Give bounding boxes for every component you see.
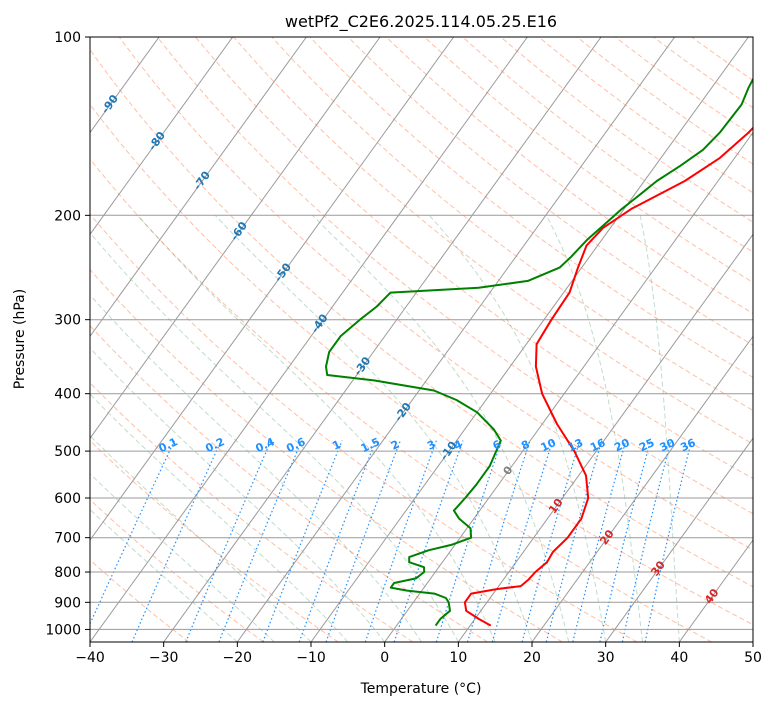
y-tick-label: 400 [54, 387, 81, 403]
y-tick-label: 100 [54, 30, 81, 46]
chart-title: wetPf2_C2E6.2025.114.05.25.E16 [285, 12, 557, 32]
x-tick-label: 20 [523, 650, 541, 666]
x-tick-label: 10 [449, 650, 467, 666]
x-axis-label: Temperature (°C) [360, 681, 482, 697]
y-tick-label: 800 [54, 565, 81, 581]
y-tick-label: 600 [54, 491, 81, 507]
x-tick-label: 30 [597, 650, 615, 666]
x-tick-label: 50 [744, 650, 762, 666]
y-tick-label: 900 [54, 595, 81, 611]
x-tick-label: 0 [380, 650, 389, 666]
x-tick-label: 40 [670, 650, 688, 666]
x-tick-label: −30 [149, 650, 179, 666]
x-tick-label: −10 [296, 650, 326, 666]
y-tick-label: 200 [54, 208, 81, 224]
y-axis-label: Pressure (hPa) [12, 289, 28, 389]
y-tick-label: 700 [54, 531, 81, 547]
y-tick-label: 300 [54, 313, 81, 329]
y-tick-label: 1000 [45, 622, 81, 638]
y-tick-label: 500 [54, 444, 81, 460]
x-tick-label: −40 [75, 650, 105, 666]
x-tick-label: −20 [223, 650, 253, 666]
